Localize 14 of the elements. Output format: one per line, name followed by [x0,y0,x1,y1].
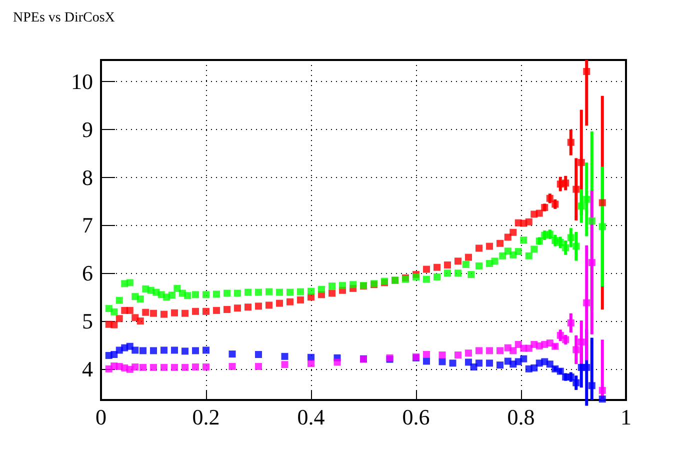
y-tick-label: 5 [82,308,93,334]
x-tick-label: 0.4 [297,404,325,430]
y-tick-label: 7 [82,212,93,238]
y-tick-label: 8 [82,164,93,190]
x-tick-label: 0.2 [192,404,220,430]
x-tick-label: 0.8 [507,404,535,430]
chart-title: NPEs vs DirCosX [13,10,115,26]
x-tick-label: 0 [96,404,106,430]
x-tick-label: 0.6 [402,404,430,430]
y-tick-label: 10 [71,69,93,94]
y-tick-label: 6 [82,260,93,286]
y-tick-label: 9 [82,116,93,142]
x-tick-label: 1 [620,404,632,430]
y-tick-label: 4 [82,356,93,382]
